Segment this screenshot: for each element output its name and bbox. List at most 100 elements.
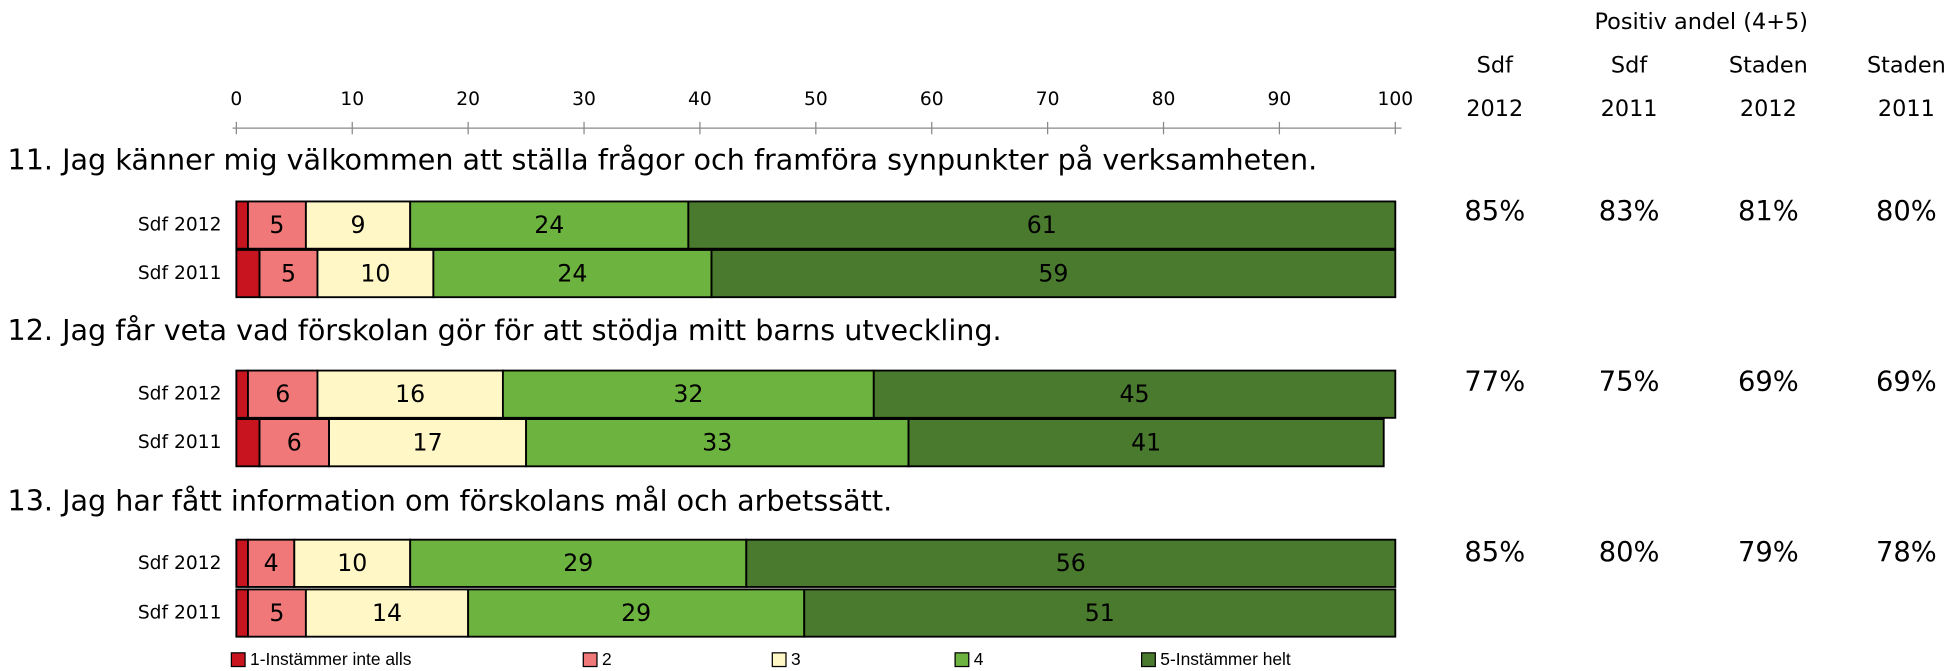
bar-segment [872,369,1397,419]
legend-label: 2 [602,649,612,669]
table-cell: 83% [1599,196,1660,227]
table-header: Staden [1729,52,1808,78]
data-label: 14 [372,599,402,627]
bar-segment [687,200,1397,250]
table-header: Sdf [1611,52,1648,78]
table-cell: 69% [1876,367,1937,398]
data-label: 24 [534,211,564,239]
data-label: 29 [563,549,593,577]
bar-segment [247,588,307,638]
legend-swatch [582,652,598,668]
x-tick-label: 90 [1268,89,1292,110]
x-tick-label: 30 [572,89,596,110]
data-label: 59 [1038,259,1068,287]
data-label: 45 [1120,380,1150,408]
table-header: 2011 [1878,96,1935,122]
table-cell: 80% [1876,196,1937,227]
data-label: 10 [360,259,390,287]
bar-segment [247,200,307,250]
bar-segment [316,249,435,299]
table-cell: 78% [1876,537,1937,568]
data-label: 33 [702,428,732,456]
bar-segment [235,249,261,299]
question: 11. Jag känner mig välkommen att ställa … [8,143,1318,177]
data-label: 16 [395,380,425,408]
x-tick-label: 70 [1036,89,1060,110]
x-tick-label: 100 [1378,89,1414,110]
data-label: 61 [1027,211,1057,239]
category-label: Sdf 2011 [138,263,222,284]
x-tick-label: 80 [1152,89,1176,110]
legend-label: 4 [974,649,984,669]
table-header: 2012 [1740,96,1797,122]
bar-segment [525,418,910,468]
bar-segment [247,538,296,588]
data-label: 29 [621,599,651,627]
legend-swatch [954,652,970,668]
bar-segment [803,588,1397,638]
data-label: 32 [673,380,703,408]
data-label: 6 [287,428,302,456]
bar-segment [235,588,249,638]
bar-segment [316,369,504,419]
bar-segment [235,369,249,419]
data-label: 17 [413,428,443,456]
data-label: 4 [264,549,279,577]
legend-swatch [771,652,787,668]
data-label: 10 [337,549,367,577]
table-cell: 85% [1464,537,1525,568]
data-label: 51 [1085,599,1115,627]
bar-segment [409,200,690,250]
bar-segment [501,369,875,419]
category-label: Sdf 2012 [138,553,222,574]
x-tick-label: 20 [456,89,480,110]
bar-segment [304,588,470,638]
bar-segment [710,249,1397,299]
table-header: Staden [1867,52,1946,78]
bar-segment [235,538,249,588]
bar-segment [235,200,249,250]
data-label: 5 [269,211,284,239]
data-label: 9 [351,211,366,239]
table-header: Sdf [1477,52,1514,78]
bar-segment [247,369,319,419]
table-cell: 80% [1599,537,1660,568]
x-tick-label: 40 [688,89,712,110]
question: 12. Jag får veta vad förskolan gör för a… [8,313,1002,347]
bar-segment [432,249,713,299]
category-label: Sdf 2011 [138,603,222,624]
legend-label: 1-Instämmer inte alls [250,649,412,669]
data-label: 5 [281,259,296,287]
data-label: 41 [1131,428,1161,456]
table-cell: 79% [1738,537,1799,568]
data-label: 24 [557,259,587,287]
bar-segment [258,418,331,468]
data-label: 5 [269,599,284,627]
x-tick-label: 60 [920,89,944,110]
bar-segment [258,249,319,299]
legend-label: 5-Instämmer helt [1160,649,1291,669]
category-label: Sdf 2011 [138,432,222,453]
table-title: Positiv andel (4+5) [1594,9,1807,35]
bar-segment [293,538,412,588]
category-label: Sdf 2012 [138,215,222,236]
table-header: 2011 [1601,96,1658,122]
category-label: Sdf 2012 [138,384,222,405]
x-tick-label: 0 [230,89,242,110]
table-header: 2012 [1466,96,1523,122]
bar-segment [907,418,1385,468]
table-cell: 75% [1599,367,1660,398]
legend-label: 3 [791,649,801,669]
table-cell: 81% [1738,196,1799,227]
data-label: 6 [275,380,290,408]
table-cell: 77% [1464,367,1525,398]
table-cell: 69% [1738,367,1799,398]
question: 13. Jag har fått information om förskola… [8,483,893,517]
table-cell: 85% [1464,196,1525,227]
bar-segment [745,538,1397,588]
x-tick-label: 50 [804,89,828,110]
legend-swatch [1141,652,1156,668]
bar-segment [328,418,528,468]
x-tick-label: 10 [340,89,364,110]
